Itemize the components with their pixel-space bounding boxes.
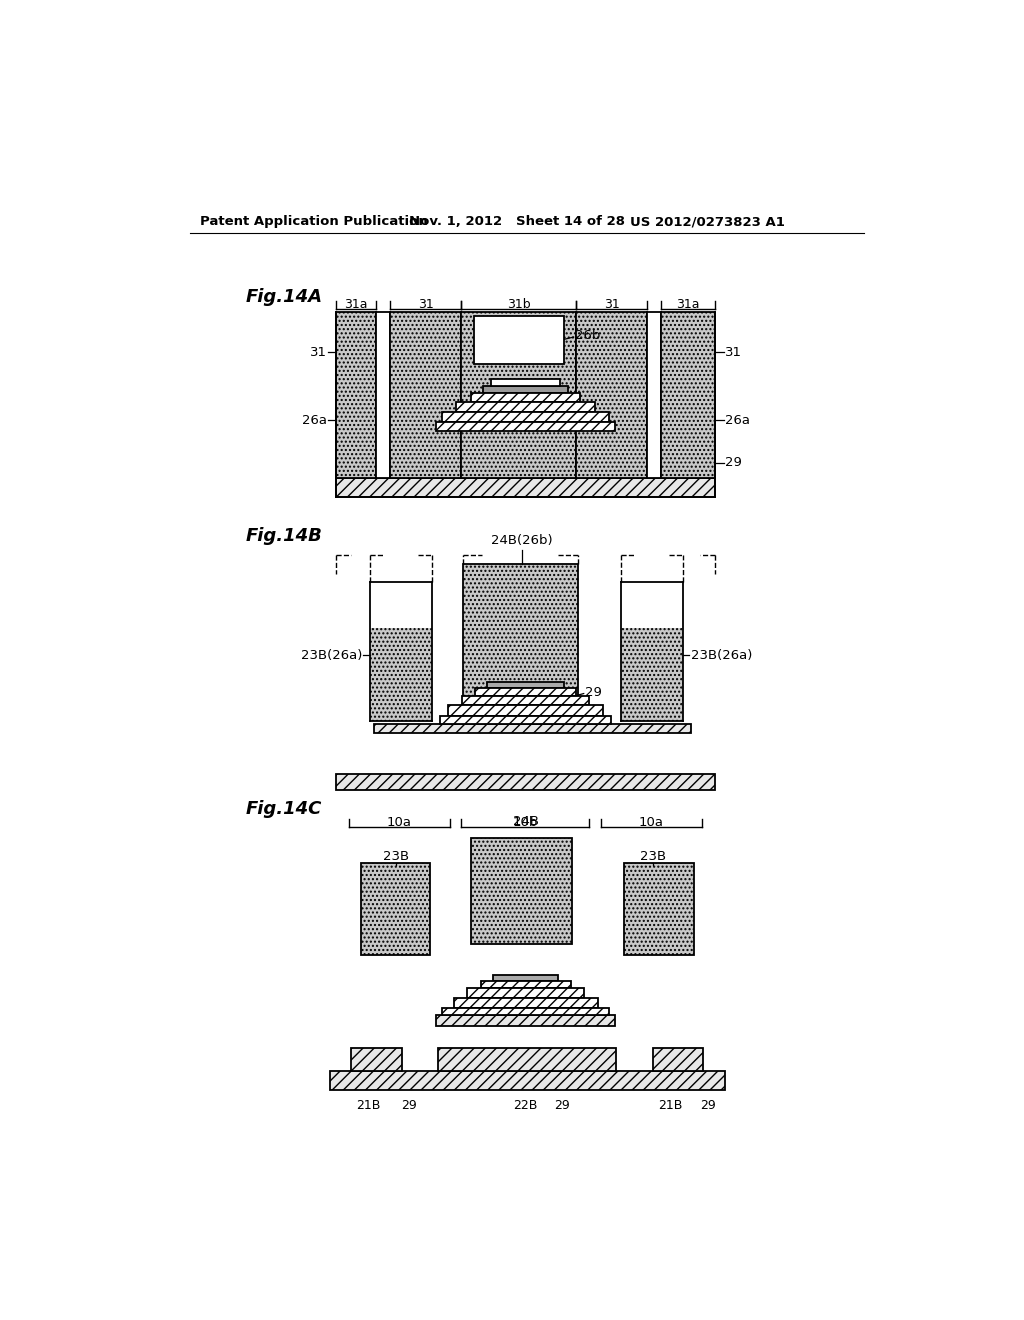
Bar <box>390 313 461 478</box>
Bar <box>336 775 716 789</box>
Bar <box>330 1071 725 1090</box>
Bar <box>493 974 558 981</box>
Bar <box>575 313 647 478</box>
Text: 29: 29 <box>586 685 602 698</box>
Bar <box>440 715 611 723</box>
Bar <box>442 1007 609 1015</box>
Text: 31: 31 <box>604 298 620 312</box>
Text: 31a: 31a <box>677 298 700 312</box>
Text: 29: 29 <box>401 1100 417 1113</box>
Bar <box>374 723 691 733</box>
Bar <box>647 313 662 478</box>
Text: 29: 29 <box>699 1100 716 1113</box>
Text: Patent Application Publication: Patent Application Publication <box>200 215 428 228</box>
Bar <box>370 582 432 628</box>
Text: 31: 31 <box>725 346 741 359</box>
Text: 24B: 24B <box>513 816 539 829</box>
Text: 23B: 23B <box>383 850 410 863</box>
Bar <box>351 1048 401 1071</box>
Bar <box>336 478 716 498</box>
Bar <box>471 838 572 944</box>
Bar <box>490 379 560 385</box>
Text: 31a: 31a <box>344 298 368 312</box>
Bar <box>461 313 575 478</box>
Bar <box>463 564 578 721</box>
Bar <box>336 313 376 478</box>
Text: 23B(26a): 23B(26a) <box>301 648 362 661</box>
Bar <box>652 1048 703 1071</box>
Bar <box>442 412 609 422</box>
Text: 22B: 22B <box>513 1100 538 1113</box>
Text: Fig.14B: Fig.14B <box>246 527 323 545</box>
Bar <box>436 422 614 430</box>
Bar <box>449 705 603 715</box>
Text: 26b: 26b <box>575 329 600 342</box>
Text: US 2012/0273823 A1: US 2012/0273823 A1 <box>630 215 785 228</box>
Text: 24B(26b): 24B(26b) <box>490 535 553 548</box>
Bar <box>376 313 390 478</box>
Text: 31: 31 <box>310 346 328 359</box>
Text: 29: 29 <box>554 1100 570 1113</box>
Text: 26a: 26a <box>725 413 750 426</box>
Bar <box>360 863 430 956</box>
Bar <box>474 317 563 364</box>
Bar <box>456 403 595 412</box>
Bar <box>436 1015 614 1026</box>
Text: 26a: 26a <box>302 413 328 426</box>
Text: 29: 29 <box>725 455 741 469</box>
Text: 10b: 10b <box>512 816 538 829</box>
Text: 21B: 21B <box>356 1100 381 1113</box>
Bar <box>438 1048 616 1071</box>
Text: 23B: 23B <box>640 850 667 863</box>
Bar <box>454 998 598 1007</box>
Bar <box>662 313 716 478</box>
Bar <box>624 863 693 956</box>
Text: Fig.14C: Fig.14C <box>246 800 323 818</box>
Bar <box>471 393 580 403</box>
Bar <box>370 628 432 721</box>
Bar <box>475 688 575 696</box>
Text: 31b: 31b <box>507 298 530 312</box>
Bar <box>483 385 568 393</box>
Text: 23B(26a): 23B(26a) <box>690 648 752 661</box>
Bar <box>621 582 683 628</box>
Text: 31: 31 <box>418 298 433 312</box>
Bar <box>486 682 564 688</box>
Text: 10a: 10a <box>387 816 412 829</box>
Text: 21B: 21B <box>658 1100 683 1113</box>
Bar <box>462 696 589 705</box>
Text: 10a: 10a <box>639 816 664 829</box>
Text: Fig.14A: Fig.14A <box>246 288 323 306</box>
Bar <box>621 628 683 721</box>
Bar <box>467 989 584 998</box>
Text: Nov. 1, 2012   Sheet 14 of 28: Nov. 1, 2012 Sheet 14 of 28 <box>409 215 625 228</box>
Bar <box>336 381 716 478</box>
Bar <box>480 981 570 989</box>
